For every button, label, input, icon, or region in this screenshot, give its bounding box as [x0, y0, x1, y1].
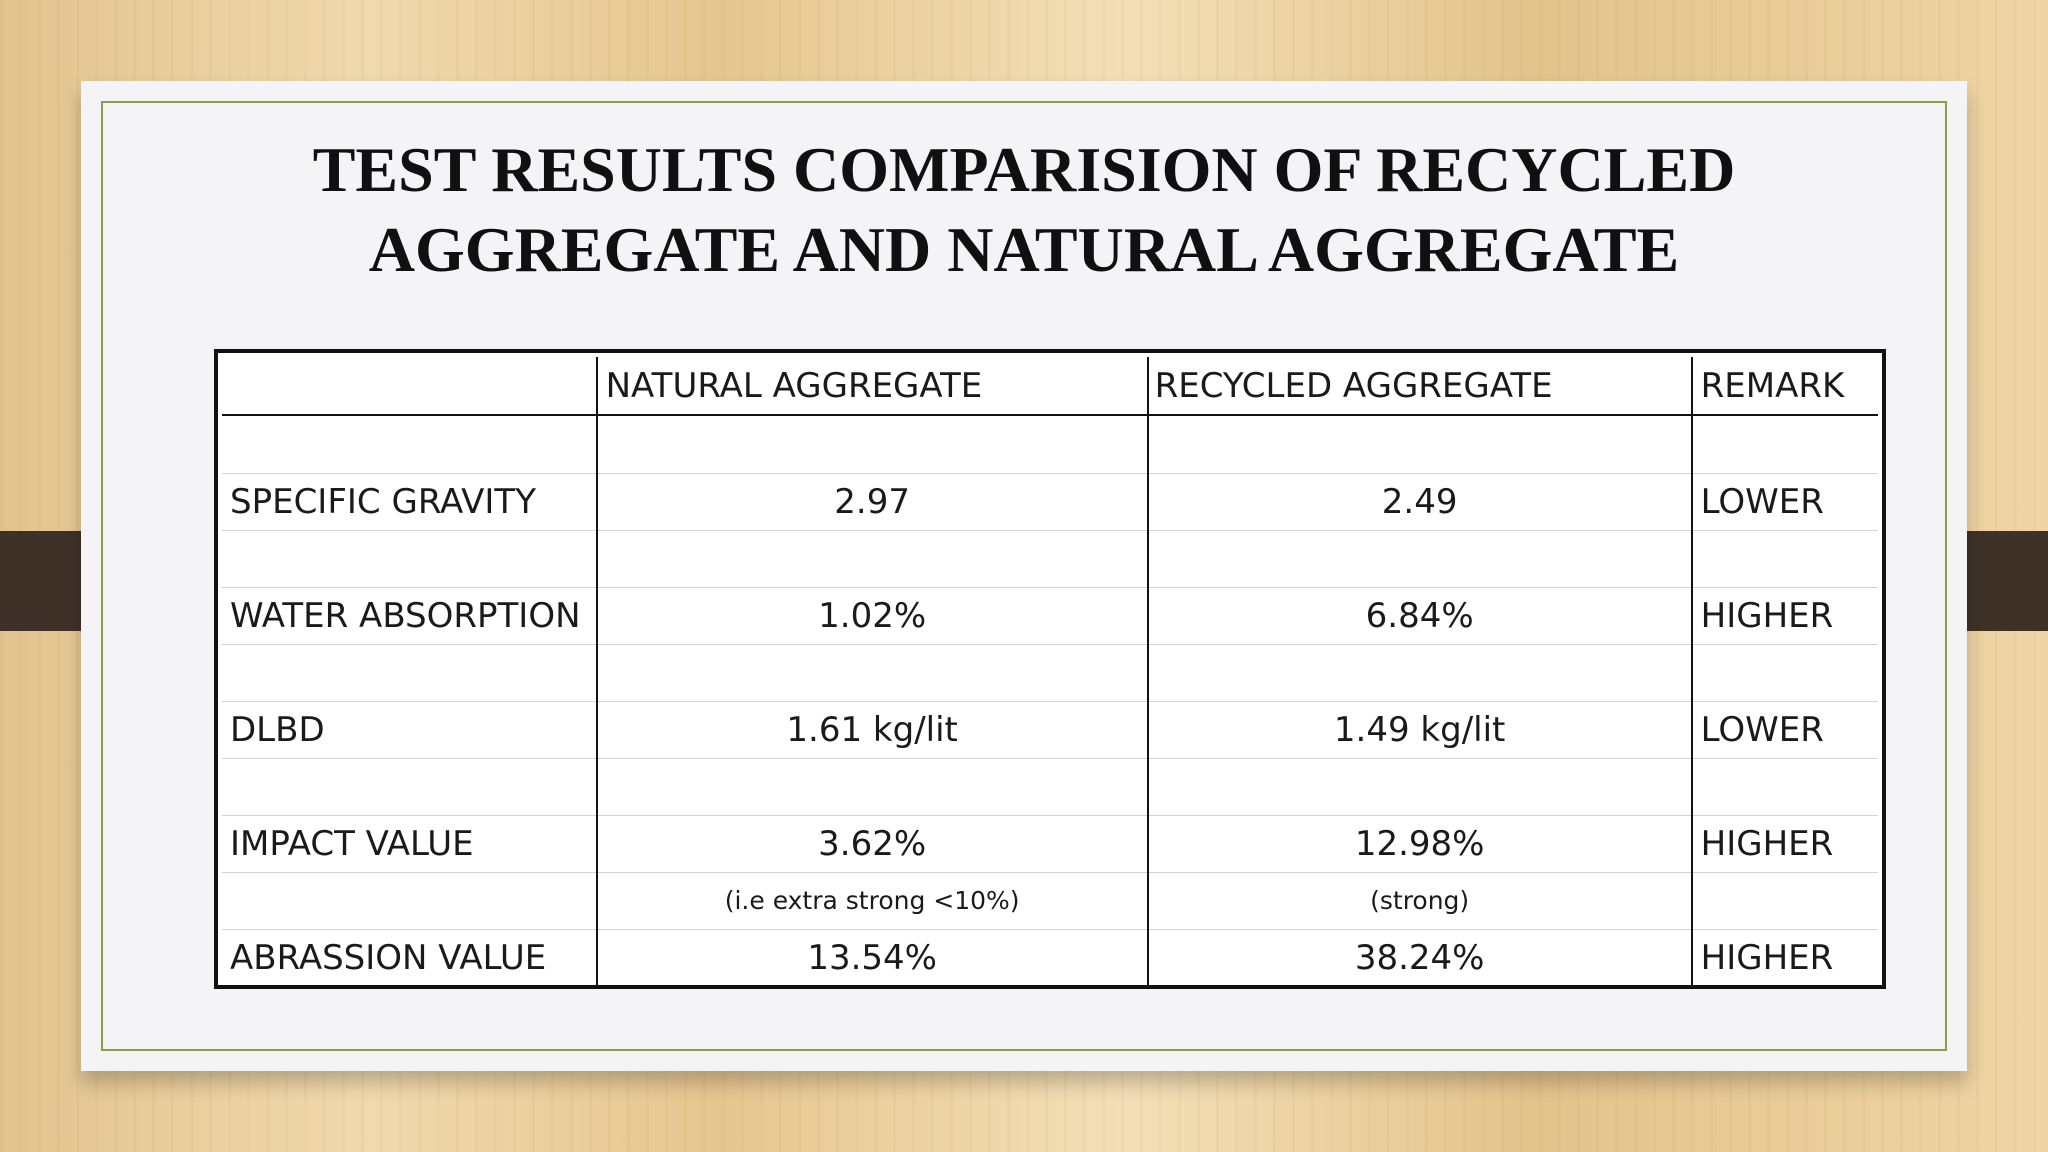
spacer-cell: [1693, 872, 1878, 929]
slide-title: TEST RESULTS COMPARISION OF RECYCLED AGG…: [0, 130, 2048, 290]
table-row: SPECIFIC GRAVITY 2.97 2.49 LOWER: [222, 473, 1878, 531]
spacer-cell: [222, 530, 598, 587]
header-cell-blank: [222, 357, 598, 414]
remark-value: LOWER: [1700, 709, 1824, 750]
spacer-cell: [1693, 644, 1878, 701]
spacer-cell: [1149, 758, 1693, 815]
spacer-cell: [598, 644, 1149, 701]
spacer-cell: [222, 758, 598, 815]
row-label: ABRASSION VALUE: [222, 929, 598, 986]
spacer-cell: [222, 872, 598, 929]
recycled-note: (strong): [1149, 872, 1693, 929]
remark-value: HIGHER: [1700, 823, 1834, 864]
table-row: ABRASSION VALUE 13.54% 38.24% HIGHER: [222, 929, 1878, 986]
spacer-cell: [598, 530, 1149, 587]
spacer-cell: [1693, 416, 1878, 473]
remark-value: HIGHER: [1700, 937, 1834, 978]
spacer-cell: [222, 644, 598, 701]
header-remark: REMARK: [1700, 365, 1845, 406]
table-header-row: NATURAL AGGREGATE RECYCLED AGGREGATE REM…: [222, 357, 1878, 416]
table-row: IMPACT VALUE 3.62% 12.98% HIGHER: [222, 815, 1878, 873]
natural-value: 1.02%: [598, 587, 1149, 644]
comparison-table: NATURAL AGGREGATE RECYCLED AGGREGATE REM…: [214, 349, 1886, 989]
spacer-cell: [222, 416, 598, 473]
natural-value: 13.54%: [598, 929, 1149, 986]
row-label: IMPACT VALUE: [222, 815, 598, 872]
table-spacer-row: [222, 644, 1878, 702]
row-label: SPECIFIC GRAVITY: [222, 473, 598, 530]
spacer-cell: [598, 758, 1149, 815]
row-label: DLBD: [222, 701, 598, 758]
spacer-cell: [598, 416, 1149, 473]
header-natural-aggregate: NATURAL AGGREGATE: [598, 357, 1149, 414]
recycled-value: 12.98%: [1149, 815, 1693, 872]
table-note-row: (i.e extra strong <10%) (strong): [222, 872, 1878, 930]
remark-value: LOWER: [1700, 481, 1824, 522]
title-line-1: TEST RESULTS COMPARISION OF RECYCLED: [312, 134, 1736, 205]
row-label: WATER ABSORPTION: [222, 587, 598, 644]
table-spacer-row: [222, 758, 1878, 816]
spacer-cell: [1149, 416, 1693, 473]
title-line-2: AGGREGATE AND NATURAL AGGREGATE: [368, 214, 1680, 285]
natural-value: 1.61 kg/lit: [598, 701, 1149, 758]
table-row: WATER ABSORPTION 1.02% 6.84% HIGHER: [222, 587, 1878, 645]
table-spacer-row: [222, 530, 1878, 588]
spacer-cell: [1693, 530, 1878, 587]
natural-value: 3.62%: [598, 815, 1149, 872]
recycled-value: 1.49 kg/lit: [1149, 701, 1693, 758]
recycled-value: 38.24%: [1149, 929, 1693, 986]
spacer-cell: [1149, 644, 1693, 701]
header-recycled-aggregate: RECYCLED AGGREGATE: [1149, 357, 1693, 414]
remark-value: HIGHER: [1700, 595, 1834, 636]
spacer-cell: [1149, 530, 1693, 587]
natural-value: 2.97: [598, 473, 1149, 530]
spacer-cell: [1693, 758, 1878, 815]
table-row: DLBD 1.61 kg/lit 1.49 kg/lit LOWER: [222, 701, 1878, 759]
natural-note: (i.e extra strong <10%): [598, 872, 1149, 929]
table-spacer-row: [222, 416, 1878, 474]
slide-frame: [101, 101, 1947, 1051]
recycled-value: 2.49: [1149, 473, 1693, 530]
recycled-value: 6.84%: [1149, 587, 1693, 644]
